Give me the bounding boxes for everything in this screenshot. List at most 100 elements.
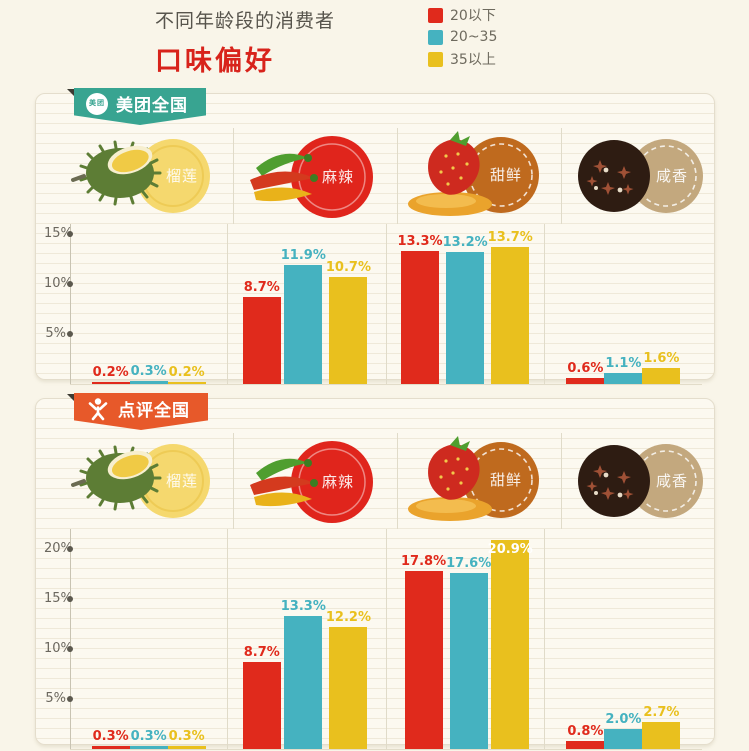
chili-icon: 麻辣 (250, 136, 373, 218)
category-icon-row: 榴莲 (44, 433, 703, 529)
strawberry-icon: 甜鲜 (408, 131, 539, 216)
y-axis-line (70, 224, 71, 384)
bar-wrap: 20.9% (488, 540, 533, 749)
bar-group: 0.6% 1.1% 1.6% (566, 351, 681, 384)
bar-wrap: 1.1% (604, 356, 643, 384)
bar-wrap: 8.7% (242, 645, 281, 749)
strawberry-icon: 甜鲜 (408, 436, 539, 521)
bar-group: 17.8% 17.6% 20.9% (401, 540, 533, 749)
bar-value-label: 13.7% (487, 230, 533, 245)
svg-text:麻辣: 麻辣 (322, 168, 354, 186)
bar (284, 616, 323, 749)
y-axis-tick-dot (67, 331, 73, 337)
panel-badge-dianping: 点评全国 (74, 393, 208, 430)
chart-column-4: 0.6% 1.1% 1.6% (545, 224, 702, 384)
page-subtitle: 口味偏好 (155, 46, 275, 77)
category-salty: 咸香 (562, 128, 725, 224)
bar-value-label: 11.9% (280, 248, 326, 263)
bar-wrap: 0.3% (129, 364, 168, 384)
bar-wrap: 17.6% (446, 557, 491, 749)
panel-title: 点评全国 (118, 401, 190, 421)
spice-bowl-icon: 咸香 (578, 139, 703, 213)
chart-column-1: 0.3% 0.3% 0.3% (70, 529, 229, 749)
bar-wrap: 0.3% (167, 729, 206, 749)
durian-icon: 榴莲 (71, 139, 210, 213)
meituan-logo-icon: 美团 (86, 92, 108, 115)
bar-wrap: 2.0% (604, 713, 643, 749)
category-spicy: 麻辣 (234, 128, 398, 224)
category-salty: 咸香 (562, 433, 725, 529)
bar-value-label: 20.9% (487, 542, 533, 557)
svg-text:咸香: 咸香 (656, 167, 688, 185)
y-axis-line (70, 529, 71, 749)
y-axis-tick-dot (67, 596, 73, 602)
category-durian: 榴莲 (70, 433, 234, 529)
bar-value-label: 17.6% (446, 556, 492, 571)
svg-text:甜鲜: 甜鲜 (490, 166, 522, 184)
bar (642, 368, 681, 384)
bar (129, 381, 168, 384)
bar-value-label: 0.3% (168, 729, 205, 744)
bar-wrap: 13.2% (443, 236, 488, 384)
bar (167, 746, 206, 749)
y-axis-tick-dot (67, 646, 73, 652)
bar (566, 378, 605, 384)
bar-value-label: 2.7% (643, 705, 680, 720)
ribbon-fold (67, 394, 76, 403)
bar (329, 627, 368, 749)
bar (604, 729, 643, 749)
bar-wrap: 0.3% (91, 730, 130, 749)
bar-group: 0.3% 0.3% 0.3% (91, 729, 206, 749)
svg-text:咸香: 咸香 (656, 472, 688, 490)
bar-value-label: 0.6% (567, 361, 604, 376)
bar-wrap: 11.9% (281, 249, 326, 384)
ribbon-fold (67, 89, 76, 98)
bar (129, 746, 168, 749)
bar (242, 662, 281, 749)
y-axis-tick-dot (67, 546, 73, 552)
svg-text:榴莲: 榴莲 (166, 167, 198, 185)
y-axis-tick-label: 15% (44, 226, 73, 241)
bar (449, 573, 488, 749)
bar-wrap: 0.2% (167, 366, 206, 384)
header: 不同年龄段的消费者 口味偏好 (155, 6, 715, 78)
bar (566, 741, 605, 749)
legend-item: 20~35 (428, 29, 497, 45)
y-axis-tick-label: 10% (44, 641, 73, 656)
bar (642, 722, 681, 749)
bar-value-label: 8.7% (243, 280, 280, 295)
panel-badge-meituan: 美团 美团全国 (74, 88, 206, 125)
y-axis-tick-label: 15% (44, 591, 73, 606)
y-axis-tick-label: 20% (44, 541, 73, 556)
bar-wrap: 13.7% (488, 231, 533, 384)
category-spicy: 麻辣 (234, 433, 398, 529)
legend-swatch (428, 51, 443, 67)
bar-value-label: 1.6% (643, 351, 680, 366)
chart-column-1: 0.2% 0.3% 0.2% (70, 224, 229, 384)
bar-value-label: 8.7% (243, 645, 280, 660)
bar (329, 277, 368, 384)
bar (491, 247, 530, 384)
bar-wrap: 13.3% (281, 600, 326, 749)
x-axis-baseline (70, 384, 702, 385)
chart-meituan: 5% 10% 15% 0.2% 0.3% 0.2% 8.7% 11.9% 10.7% 13.3% 1… (44, 224, 702, 385)
y-axis-tick-label: 5% (45, 691, 66, 706)
bar-wrap: 12.2% (326, 611, 371, 749)
bar-value-label: 0.3% (130, 364, 167, 379)
bar-wrap: 17.8% (401, 555, 446, 749)
legend-label: 20以下 (450, 8, 496, 24)
bar (604, 373, 643, 384)
durian-icon: 榴莲 (71, 444, 210, 518)
bar-value-label: 0.3% (130, 729, 167, 744)
bar-value-label: 0.2% (92, 365, 129, 380)
bar-value-label: 17.8% (401, 554, 447, 569)
panel-dianping: 点评全国 榴莲 (35, 393, 715, 750)
chart-columns: 0.3% 0.3% 0.3% 8.7% 13.3% 12.2% 17.8% 17.6% 20.9… (70, 529, 702, 749)
bar-group: 8.7% 13.3% 12.2% (242, 600, 371, 749)
spice-bowl-icon: 咸香 (578, 444, 703, 518)
bar-value-label: 1.1% (605, 356, 642, 371)
bar (446, 252, 485, 384)
bar (242, 297, 281, 384)
category-sweet: 甜鲜 (398, 128, 562, 224)
bar-value-label: 12.2% (325, 610, 371, 625)
